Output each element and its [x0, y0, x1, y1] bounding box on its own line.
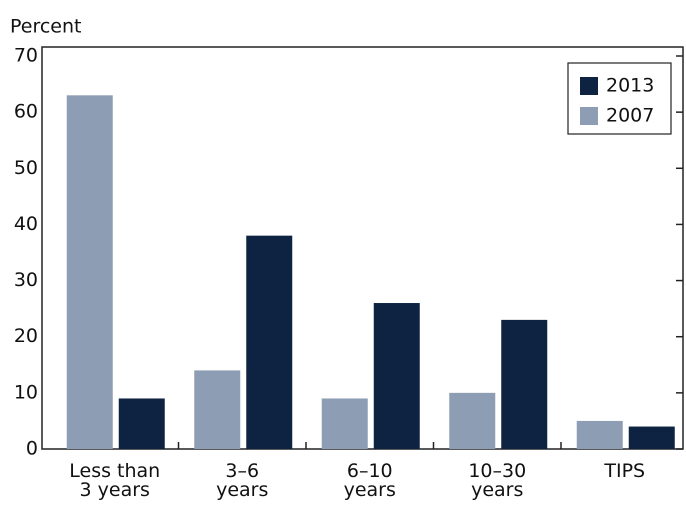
- bar: [501, 319, 548, 449]
- bar: [194, 370, 241, 449]
- legend-swatch: [580, 107, 598, 125]
- bar: [373, 303, 420, 449]
- x-tick-label: Less than 3 years: [69, 460, 161, 501]
- y-tick-label: 50: [14, 157, 38, 179]
- y-tick-label: 20: [14, 325, 38, 347]
- legend-swatch: [580, 77, 598, 95]
- legend-box: [567, 62, 672, 135]
- x-tick-label: TIPS: [604, 460, 646, 482]
- bar: [576, 420, 623, 449]
- bar: [321, 398, 368, 449]
- bar: [449, 392, 496, 449]
- x-tick-label: 10–30 years: [468, 460, 527, 501]
- bar: [66, 95, 113, 450]
- x-tick-label: 3–6 years: [216, 460, 269, 501]
- legend-label: 2013: [606, 75, 654, 97]
- x-tick-label: 6–10 years: [343, 460, 396, 501]
- bar: [628, 426, 675, 449]
- y-tick-label: 60: [14, 101, 38, 123]
- y-tick-label: 10: [14, 381, 38, 403]
- y-tick-label: 30: [14, 269, 38, 291]
- bar: [118, 398, 165, 449]
- y-tick-label: 0: [26, 438, 38, 460]
- y-tick-label: 70: [14, 45, 38, 67]
- bar: [246, 235, 293, 449]
- y-axis-label: Percent: [10, 16, 82, 38]
- legend-label: 2007: [606, 105, 654, 127]
- y-tick-label: 40: [14, 213, 38, 235]
